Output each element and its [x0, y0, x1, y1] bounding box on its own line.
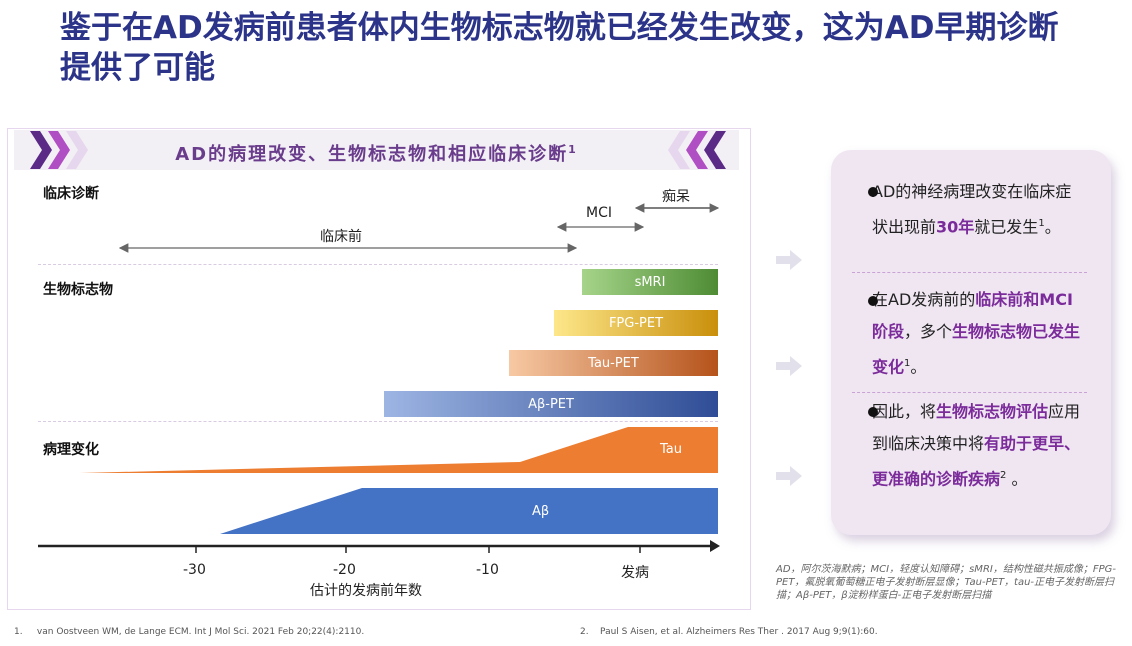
tau-pathology-shape — [80, 427, 718, 473]
abeta-label: Aβ — [532, 504, 550, 519]
section-pathology: 病理变化 — [43, 442, 99, 458]
bullet-icon — [868, 296, 878, 306]
key-point-2: 在AD发病前的临床前和MCI阶段，多个生物标志物已发生变化1。 — [872, 290, 1081, 377]
tick-label: -20 — [333, 562, 356, 578]
bullet-icon — [868, 407, 878, 417]
clinical-stage-arrows — [118, 203, 720, 253]
tick-label: -10 — [476, 562, 499, 578]
bar-fpg-pet: FPG-PET — [554, 310, 718, 336]
key-point-3: 因此，将生物标志物评估应用到临床决策中将有助于更早、更准确的诊断疾病2 。 — [872, 402, 1081, 489]
reference-2: 2. Paul S Aisen, et al. Alzheimers Res T… — [580, 627, 878, 637]
section-biomarkers: 生物标志物 — [43, 282, 113, 298]
mci-label: MCI — [586, 205, 612, 221]
divider — [38, 264, 718, 265]
bullet-icon — [868, 187, 878, 197]
key-point-1: AD的神经病理改变在临床症状出现前30年就已发生1。 — [872, 182, 1072, 237]
divider — [38, 421, 718, 422]
tick-label: 发病 — [621, 565, 649, 581]
pathology-shapes — [38, 427, 720, 553]
arrow-right-icon — [776, 466, 802, 486]
x-axis-arrowhead — [710, 540, 720, 552]
banner-title: AD的病理改变、生物标志物和相应临床诊断1 — [175, 143, 578, 165]
diagram-banner: AD的病理改变、生物标志物和相应临床诊断1 — [14, 130, 739, 170]
right-chevrons-icon — [668, 131, 726, 169]
reference-1: 1. van Oostveen WM, de Lange ECM. Int J … — [14, 627, 365, 637]
key-points-callout — [831, 150, 1111, 535]
separator — [852, 392, 1087, 393]
preclinical-label: 临床前 — [320, 229, 362, 245]
arrow-right-icon — [776, 356, 802, 376]
arrow-right-icon — [776, 250, 802, 270]
abeta-pathology-shape — [220, 488, 718, 534]
axis-label: 估计的发病前年数 — [310, 583, 422, 599]
separator — [852, 272, 1087, 273]
abbreviations-note: AD，阿尔茨海默病；MCI，轻度认知障碍；sMRI，结构性磁共振成像；FPG-P… — [776, 564, 1116, 601]
bar-abeta-pet: Aβ-PET — [384, 391, 718, 417]
tau-label: Tau — [660, 442, 682, 457]
bar-tau-pet: Tau-PET — [509, 350, 718, 376]
dementia-label: 痴呆 — [662, 189, 690, 205]
section-clinical-diagnosis: 临床诊断 — [43, 186, 99, 202]
left-chevrons-icon — [30, 131, 88, 169]
page-title: 鉴于在AD发病前患者体内生物标志物就已经发生改变，这为AD早期诊断提供了可能 — [60, 10, 1059, 86]
bar-smri: sMRI — [582, 269, 718, 295]
tick-label: -30 — [183, 562, 206, 578]
